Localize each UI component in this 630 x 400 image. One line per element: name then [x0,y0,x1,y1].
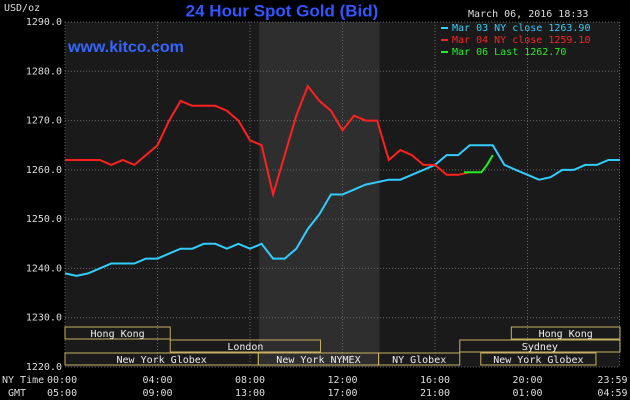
session-bar [459,339,621,353]
x-tick-label: 20:00 [512,375,542,386]
legend-label: Mar 06 Last 1262.70 [452,47,566,58]
y-tick-label: 1230.0 [26,313,62,324]
y-tick-label: 1220.0 [26,362,62,373]
x-tick-label: 23:59 [597,375,627,386]
gmt-tick-label: 13:00 [235,388,265,399]
x-tick-label: 08:00 [235,375,265,386]
y-tick-label: 1260.0 [26,165,62,176]
session-bar [480,352,597,366]
session-label: Sydney [522,342,558,353]
session-label: London [227,342,263,353]
session-bar [169,339,322,353]
session-label: Hong Kong [539,329,593,340]
gmt-tick-label: 21:00 [420,388,450,399]
y-tick-label: 1270.0 [26,116,62,127]
source: www.kitco.com [67,39,184,56]
session-label: New York Globex [493,355,583,366]
legend-label: Mar 03 NY close 1263.90 [452,23,590,34]
x-tick-label: 12:00 [327,375,357,386]
y-tick-label: 1240.0 [26,263,62,274]
gmt-tick-label: 17:00 [327,388,357,399]
legend-label: Mar 04 NY close 1259.10 [452,35,590,46]
x-tick-label: 16:00 [420,375,450,386]
y-axis-label: USD/oz [4,3,40,14]
price-line [65,84,470,199]
session-label: Hong Kong [91,329,145,340]
x-tick-label: 00:00 [47,375,77,386]
x-tick-label: 04:00 [142,375,172,386]
gmt-tick-label: 01:00 [512,388,542,399]
gmt-tick-label: 04:59 [597,388,627,399]
session-label: New York NYMEX [276,355,360,366]
y-tick-label: 1280.0 [26,66,62,77]
price-line [64,144,620,277]
gmt-tick-label: 09:00 [142,388,172,399]
session-bar [510,326,621,340]
price-line [463,154,494,174]
session-label: New York Globex [117,355,207,366]
gmt-tick-label: 05:00 [47,388,77,399]
chart-title: 24 Hour Spot Gold (Bid) [186,1,379,20]
y-tick-label: 1290.0 [26,17,62,28]
session-bar [378,352,461,366]
x-row-label: NY Time [2,375,44,386]
session-label: NY Globex [392,355,446,366]
y-tick-label: 1250.0 [26,214,62,225]
timestamp: March 06, 2016 18:33 [468,9,588,20]
session-bar [64,326,171,340]
shaded-span [259,22,380,367]
x-row-label: GMT [8,388,26,399]
